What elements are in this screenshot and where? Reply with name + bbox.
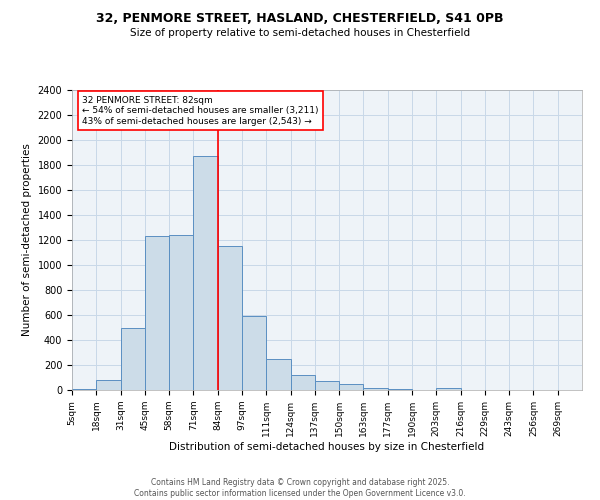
Text: 32, PENMORE STREET, HASLAND, CHESTERFIELD, S41 0PB: 32, PENMORE STREET, HASLAND, CHESTERFIEL…: [96, 12, 504, 26]
Bar: [315, 381, 339, 390]
Bar: [193, 156, 218, 390]
Bar: [121, 328, 145, 390]
Bar: [290, 375, 315, 390]
Bar: [388, 389, 412, 390]
Bar: [218, 246, 242, 390]
Bar: [169, 235, 193, 390]
Text: 32 PENMORE STREET: 82sqm
← 54% of semi-detached houses are smaller (3,211)
43% o: 32 PENMORE STREET: 82sqm ← 54% of semi-d…: [82, 96, 319, 126]
Bar: [436, 388, 461, 390]
Bar: [339, 384, 364, 390]
Text: Contains HM Land Registry data © Crown copyright and database right 2025.
Contai: Contains HM Land Registry data © Crown c…: [134, 478, 466, 498]
Y-axis label: Number of semi-detached properties: Number of semi-detached properties: [22, 144, 32, 336]
Bar: [72, 389, 96, 390]
Bar: [242, 316, 266, 390]
Bar: [145, 236, 169, 390]
Text: Size of property relative to semi-detached houses in Chesterfield: Size of property relative to semi-detach…: [130, 28, 470, 38]
Bar: [364, 388, 388, 390]
Bar: [266, 360, 290, 390]
Bar: [96, 380, 121, 390]
X-axis label: Distribution of semi-detached houses by size in Chesterfield: Distribution of semi-detached houses by …: [169, 442, 485, 452]
